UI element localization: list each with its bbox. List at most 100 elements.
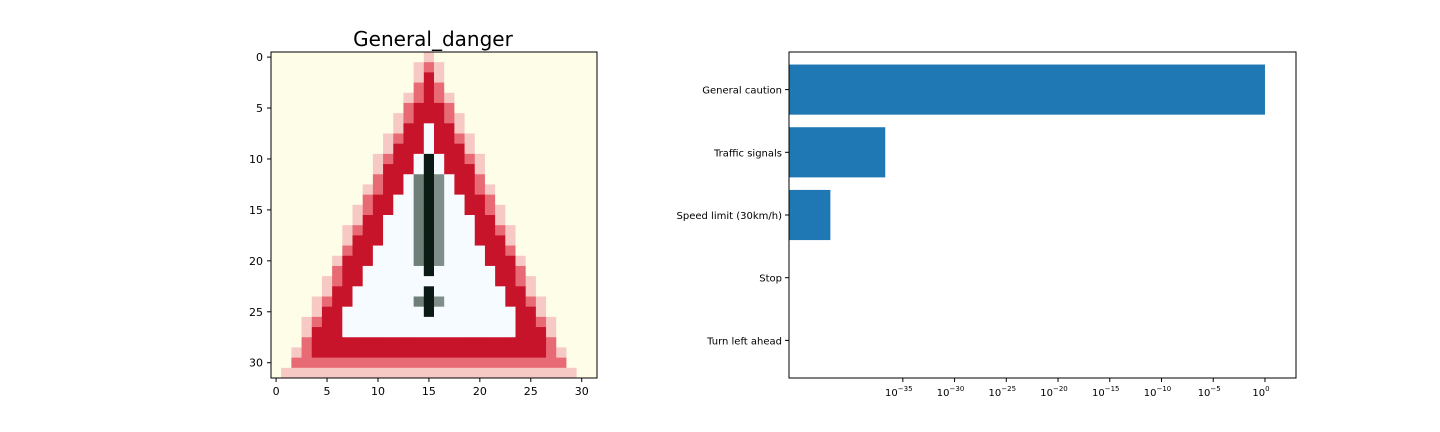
image-pixel (352, 316, 364, 328)
image-pixel (515, 265, 527, 277)
image-pixel (403, 153, 415, 165)
image-pixel (525, 102, 537, 114)
image-pixel (535, 194, 547, 206)
image-pixel (586, 296, 598, 308)
image-pixel (281, 194, 292, 206)
image-pixel (413, 225, 425, 236)
image-pixel (515, 52, 527, 63)
image-pixel (332, 316, 343, 328)
image-pixel (281, 174, 292, 185)
image-pixel (423, 194, 435, 206)
image-pixel (484, 62, 496, 73)
image-pixel (484, 72, 496, 84)
image-pixel (413, 306, 425, 318)
image-pixel (535, 215, 547, 226)
image-pixel (383, 255, 394, 267)
image-pixel (535, 102, 547, 114)
image-pixel (372, 204, 384, 216)
image-pixel (434, 52, 445, 63)
image-pixel (546, 306, 557, 318)
image-pixel (535, 164, 547, 175)
image-pixel (281, 113, 292, 124)
image-pixel (372, 245, 384, 257)
image-pixel (321, 113, 333, 124)
image-pixel (281, 245, 292, 257)
image-pixel (372, 337, 384, 348)
image-pixel (505, 327, 516, 338)
image-pixel (383, 113, 394, 124)
image-pixel (474, 347, 486, 359)
image-pixel (434, 123, 445, 134)
image-pixel (576, 347, 588, 359)
image-pixel (454, 235, 466, 247)
image-pixel (423, 143, 435, 155)
image-pixel (352, 92, 364, 104)
image-pixel (403, 82, 415, 94)
image-pixel (332, 357, 343, 369)
image-pixel (586, 153, 598, 165)
image-pixel (352, 164, 364, 175)
image-pixel (403, 215, 415, 226)
image-pixel (291, 367, 303, 379)
image-pixel (576, 296, 588, 308)
image-pixel (311, 255, 323, 267)
image-pixel (301, 245, 313, 257)
image-pixel (342, 296, 353, 308)
image-pixel (525, 316, 537, 328)
image-pixel (413, 133, 425, 145)
image-pixel (383, 174, 394, 185)
image-pixel (321, 337, 333, 348)
image-pixel (495, 357, 506, 369)
image-pixel (556, 357, 567, 369)
image-pixel (546, 296, 557, 308)
image-pixel (332, 276, 343, 287)
image-pixel (311, 337, 323, 348)
image-pixel (505, 276, 516, 287)
image-pixel (403, 204, 415, 216)
image-pixel (352, 82, 364, 94)
image-pixel (505, 143, 516, 155)
image-pixel (535, 255, 547, 267)
image-pixel (525, 347, 537, 359)
image-pixel (403, 235, 415, 247)
image-pixel (321, 184, 333, 196)
image-pixel (393, 92, 404, 104)
image-pixel (434, 296, 445, 308)
image-pixel (291, 123, 303, 134)
image-pixel (413, 265, 425, 277)
image-pixel (515, 133, 527, 145)
image-pixel (576, 102, 588, 114)
image-pixel (505, 194, 516, 206)
image-pixel (291, 245, 303, 257)
image-pixel (393, 52, 404, 63)
image-pixel (321, 286, 333, 297)
image-pixel (301, 52, 313, 63)
image-pixel (362, 102, 374, 114)
image-pixel (576, 143, 588, 155)
image-pixel (454, 367, 466, 379)
image-pixel (454, 316, 466, 328)
image-pixel (423, 306, 435, 318)
image-pixel (271, 265, 282, 277)
image-pixel (311, 276, 323, 287)
image-pixel (525, 245, 537, 257)
image-pixel (525, 123, 537, 134)
image-pixel (495, 286, 506, 297)
image-pixel (321, 62, 333, 73)
image-pixel (311, 204, 323, 216)
image-pixel (566, 153, 578, 165)
image-pixel (434, 215, 445, 226)
image-pixel (423, 52, 435, 63)
image-pixel (423, 184, 435, 196)
bar (789, 189, 831, 241)
image-pixel (535, 316, 547, 328)
image-pixel (393, 102, 404, 114)
image-pixel (586, 133, 598, 145)
image-pixel (291, 235, 303, 247)
x-tick-label: 10−15 (1092, 385, 1120, 399)
image-pixel (434, 357, 445, 369)
image-pixel (556, 225, 567, 236)
image-pixel (515, 276, 527, 287)
image-pixel (271, 82, 282, 94)
image-pixel (566, 82, 578, 94)
